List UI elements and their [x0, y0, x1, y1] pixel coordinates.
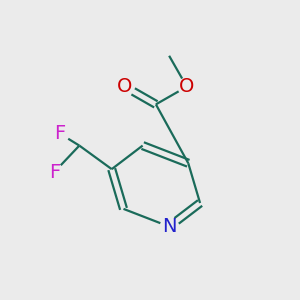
- Text: N: N: [162, 217, 176, 236]
- Text: O: O: [117, 77, 133, 96]
- Text: F: F: [55, 124, 66, 143]
- Text: O: O: [179, 77, 194, 96]
- Text: F: F: [49, 163, 60, 182]
